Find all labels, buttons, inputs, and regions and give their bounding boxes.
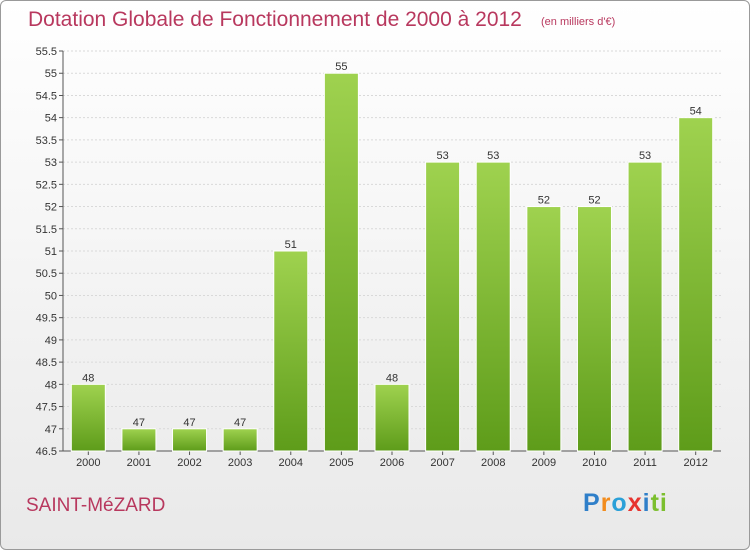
tick-labels: 46.5 47 47.5 48 48.5 49 49.5 50 50.5 51 51.5 52 52.5… <box>36 46 708 469</box>
x-tick-label: 2002 <box>177 457 201 469</box>
y-tick-label: 49.5 <box>36 313 57 325</box>
bar <box>425 161 461 452</box>
bar-value-label: 47 <box>234 417 246 429</box>
bar-value-label: 54 <box>690 106 702 118</box>
y-tick-label: 54.5 <box>36 90 57 102</box>
y-tick-label: 48.5 <box>36 357 57 369</box>
bar <box>70 383 106 452</box>
x-tick-label: 2007 <box>430 457 454 469</box>
bar <box>273 250 309 452</box>
y-tick-label: 52 <box>45 202 57 214</box>
x-tick-label: 2005 <box>329 457 353 469</box>
x-tick-label: 2006 <box>380 457 404 469</box>
x-tick-label: 2003 <box>228 457 252 469</box>
y-tick-label: 51.5 <box>36 224 57 236</box>
y-tick-label: 53 <box>45 157 57 169</box>
bars <box>70 72 714 452</box>
y-tick-label: 52.5 <box>36 179 57 191</box>
bar-value-label: 53 <box>436 150 448 162</box>
bar-value-label: 52 <box>588 195 600 207</box>
chart-subtitle: (en milliers d'€) <box>541 16 616 28</box>
bar <box>576 206 612 452</box>
y-tick-label: 47.5 <box>36 402 57 414</box>
y-tick-label: 46.5 <box>36 446 57 458</box>
bar-value-label: 53 <box>639 150 651 162</box>
x-tick-label: 2001 <box>127 457 151 469</box>
y-tick-label: 54 <box>45 113 57 125</box>
chart-title: Dotation Globale de Fonctionnement de 20… <box>28 8 522 31</box>
x-tick-label: 2004 <box>279 457 303 469</box>
bar-value-label: 53 <box>487 150 499 162</box>
x-tick-label: 2008 <box>481 457 505 469</box>
bar-value-label: 47 <box>133 417 145 429</box>
bar <box>475 161 511 452</box>
y-tick-label: 50.5 <box>36 268 57 280</box>
y-tick-label: 51 <box>45 246 57 258</box>
y-tick-label: 49 <box>45 335 57 347</box>
bar-value-label: 47 <box>183 417 195 429</box>
bar <box>678 117 714 452</box>
bar <box>526 206 562 452</box>
bar-value-label: 55 <box>335 61 347 73</box>
bar <box>121 428 157 452</box>
place-name: SAINT-MéZARD <box>26 495 166 516</box>
y-tick-label: 55 <box>45 68 57 80</box>
x-tick-label: 2009 <box>532 457 556 469</box>
bar-value-label: 48 <box>82 372 94 384</box>
x-tick-label: 2000 <box>76 457 100 469</box>
y-tick-label: 50 <box>45 290 57 302</box>
x-tick-label: 2010 <box>582 457 606 469</box>
y-tick-label: 55.5 <box>36 46 57 58</box>
proxiti-logo: Proxiti <box>583 489 668 517</box>
bar <box>222 428 258 452</box>
y-tick-label: 47 <box>45 424 57 436</box>
bar <box>627 161 663 452</box>
y-tick-label: 53.5 <box>36 135 57 147</box>
bar <box>323 72 359 452</box>
bar-value-label: 52 <box>538 195 550 207</box>
bar-value-label: 48 <box>386 372 398 384</box>
bar-value-label: 51 <box>285 239 297 251</box>
bar <box>374 383 410 452</box>
x-tick-label: 2011 <box>633 457 657 469</box>
y-tick-label: 48 <box>45 379 57 391</box>
x-tick-label: 2012 <box>683 457 707 469</box>
bar <box>172 428 208 452</box>
